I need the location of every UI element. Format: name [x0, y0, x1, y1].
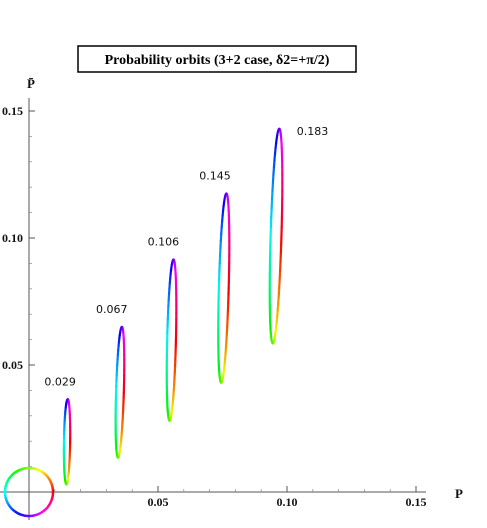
- orbit-label: 0.029: [44, 375, 76, 388]
- x-axis-label: P: [455, 486, 463, 501]
- wheel-segment: [40, 510, 44, 514]
- y-tick-label: 0.10: [2, 231, 23, 245]
- ticks-group: 0.05 0.10 0.15 0.05 0.10 0.15: [2, 104, 427, 509]
- wheel-segment: [45, 475, 50, 479]
- wheel-segment: [44, 507, 48, 511]
- wheel-segment: [42, 471, 46, 476]
- wheel-segment: [48, 501, 53, 505]
- wheel-segment: [16, 511, 20, 516]
- orbit-segment: [272, 159, 276, 169]
- wheel-segment: [8, 505, 13, 509]
- wheel-segment: [45, 505, 50, 509]
- wheel-segment: [8, 475, 13, 479]
- orbit-label: 0.183: [297, 125, 329, 138]
- orbit-segment: [276, 303, 280, 314]
- y-tick-label: 0.05: [2, 358, 23, 372]
- orbit-segment: [277, 296, 280, 307]
- title-box: [77, 45, 357, 73]
- wheel-segment: [36, 467, 40, 472]
- wheel-segment: [12, 508, 16, 513]
- wheel-segment: [14, 470, 18, 474]
- wheel-segment: [21, 467, 25, 471]
- wheel-segment: [40, 470, 44, 474]
- wheel-segment: [38, 511, 42, 516]
- wheel-segment: [5, 501, 10, 505]
- wheel-segment: [4, 481, 9, 485]
- wheel-segment: [47, 477, 51, 481]
- wheel-segment: [33, 513, 37, 517]
- wheel-segment: [18, 512, 22, 517]
- wheel-segment: [7, 477, 11, 481]
- x-tick-label: 0.05: [148, 495, 169, 509]
- orbit-label: 0.145: [199, 170, 231, 183]
- wheel-segment: [10, 507, 14, 511]
- wheel-segment: [4, 484, 8, 488]
- x-tick-label: 0.10: [277, 495, 298, 509]
- wheel-segment: [48, 479, 53, 483]
- wheel-segment: [44, 473, 48, 477]
- wheel-segment: [10, 473, 14, 477]
- wheel-segment: [49, 499, 54, 503]
- wheel-segment: [4, 499, 9, 503]
- wheel-segment: [50, 496, 54, 500]
- y-axis-label: P̄: [27, 76, 35, 91]
- wheel-segment: [36, 512, 40, 517]
- wheel-segment: [49, 481, 54, 485]
- wheel-segment: [12, 471, 16, 476]
- wheel-segment: [50, 484, 54, 488]
- wheel-segment: [33, 467, 37, 471]
- wheel-segment: [18, 467, 22, 472]
- orbit-label: 0.106: [148, 236, 180, 249]
- wheel-segment: [5, 479, 10, 483]
- wheel-segment: [4, 496, 8, 500]
- orbit-segment: [272, 166, 276, 176]
- orbit-label: 0.067: [96, 303, 128, 316]
- chart-title: Probability orbits (3+2 case, δ2=+π/2): [105, 53, 330, 68]
- x-tick-label: 0.15: [406, 495, 427, 509]
- wheel-segment: [16, 468, 20, 473]
- wheel-segment: [38, 468, 42, 473]
- wheel-segment: [21, 513, 25, 517]
- orbits-group: 0.029 0.067 0.106 0.145 0.183: [44, 125, 329, 486]
- wheel-segment: [7, 503, 11, 507]
- wheel-segment: [42, 508, 46, 513]
- wheel-segment: [47, 503, 51, 507]
- wheel-segment: [14, 510, 18, 514]
- y-tick-label: 0.15: [2, 104, 23, 118]
- phase-color-wheel: [3, 466, 55, 518]
